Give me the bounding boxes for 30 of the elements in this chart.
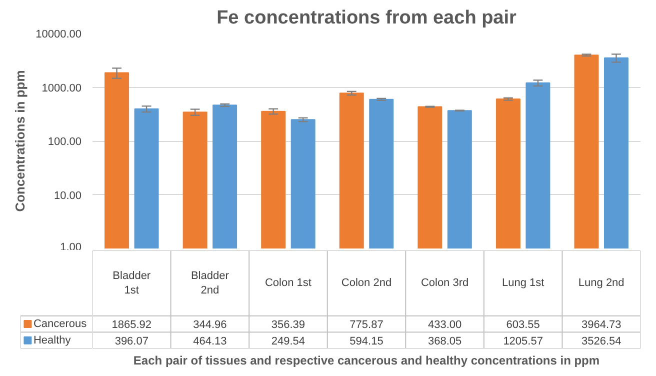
x-tick-label: Colon 3rd (420, 277, 469, 290)
y-axis-title: Concentrations in ppm (12, 70, 28, 212)
data-label: 433.00 (428, 319, 462, 331)
y-tick-label: 1000.00 (42, 82, 82, 94)
y-tick-label: 10.00 (54, 190, 82, 202)
legend-label: Healthy (33, 334, 72, 346)
x-tick-label: Bladder 1st (112, 270, 151, 296)
data-label: 1865.92 (112, 319, 152, 331)
x-axis-title: Each pair of tissues and respective cancerous and healthy concentrations in ppm (133, 354, 600, 368)
x-tick-label: Colon 2nd (341, 277, 392, 290)
y-tick-label: 10000.00 (36, 28, 82, 40)
x-tick-label: Colon 1st (264, 277, 312, 290)
data-label: 356.39 (271, 319, 306, 331)
data-label: 368.05 (428, 335, 462, 348)
data-label: 603.55 (506, 319, 540, 331)
x-tick-label: Lung 2nd (578, 277, 624, 290)
data-label: 594.15 (350, 335, 384, 348)
chart-title: Fe concentrations from each pair (216, 8, 518, 28)
data-label: 464.13 (193, 335, 227, 348)
y-tick-label: 100.00 (48, 136, 82, 148)
data-label: 1205.57 (503, 335, 543, 348)
data-label: 249.54 (271, 335, 306, 348)
x-tick-label: Bladder 2nd (190, 270, 230, 296)
data-label: 3964.73 (581, 319, 622, 331)
data-label: 3526.54 (581, 335, 622, 348)
x-tick-label: Lung 1st (502, 277, 544, 290)
data-label: 775.87 (350, 319, 384, 331)
data-label: 344.96 (193, 319, 227, 331)
data-label: 396.07 (114, 335, 148, 348)
legend-label: Cancerous (33, 318, 88, 330)
